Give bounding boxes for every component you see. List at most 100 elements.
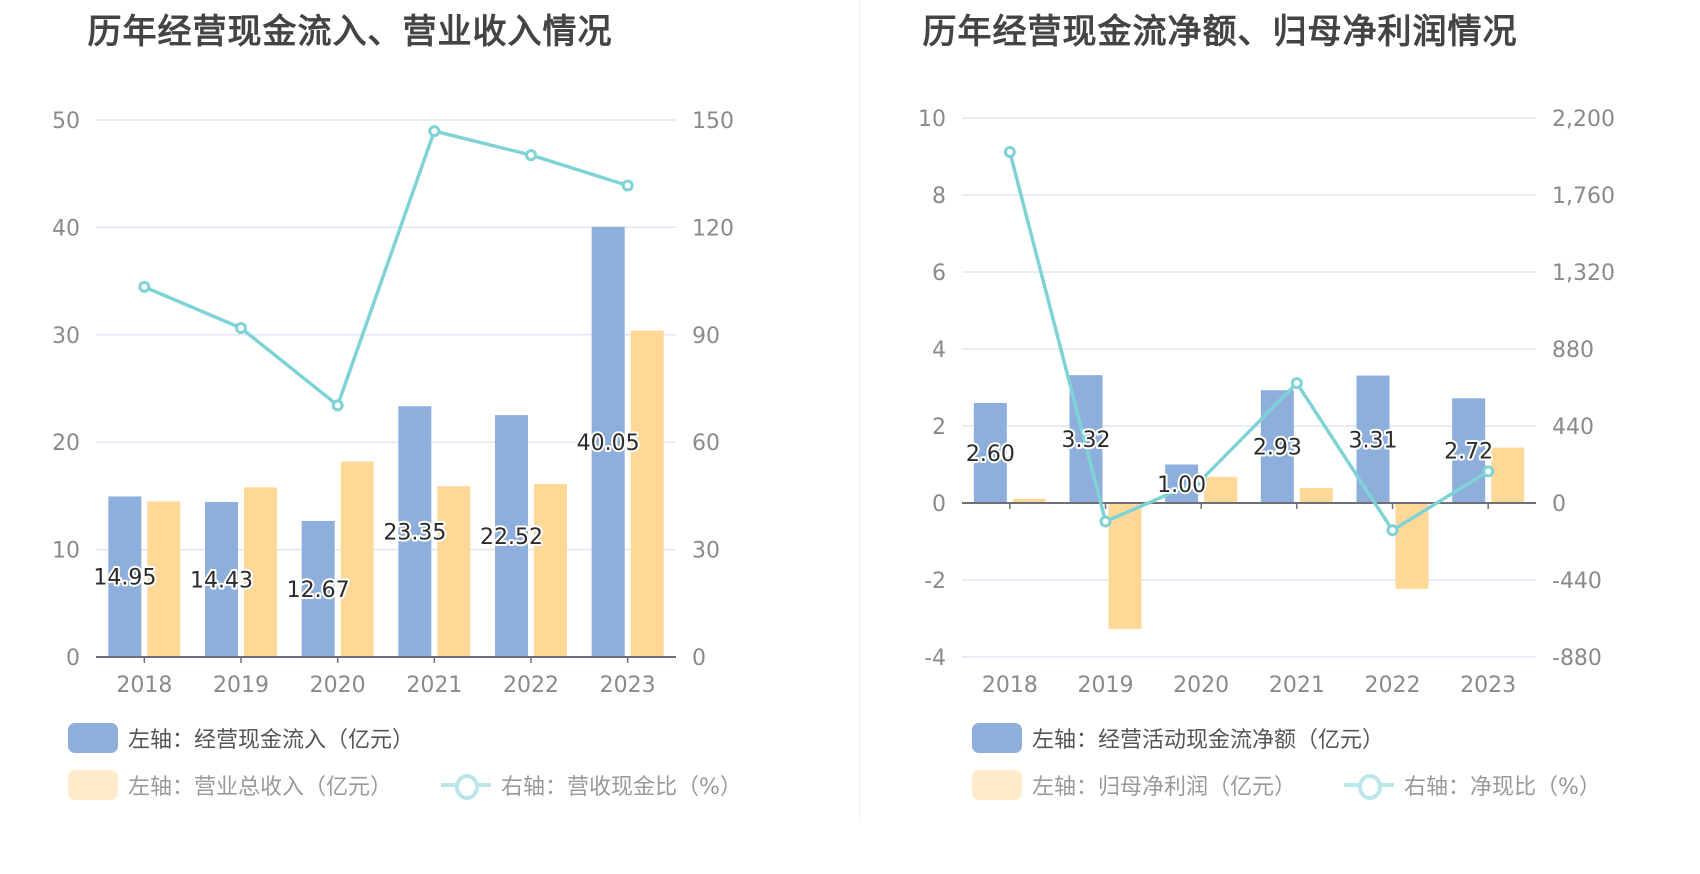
- line-point: [1099, 515, 1112, 528]
- bar-secondary: [1491, 447, 1525, 503]
- legend-item-revenue[interactable]: 左轴：营业总收入（亿元）: [68, 769, 392, 801]
- bar-primary: [1069, 375, 1103, 503]
- x-axis-label: 2021: [406, 673, 462, 698]
- right-axis-tick-label: 60: [692, 431, 720, 456]
- left-axis-tick-label: 20: [52, 431, 80, 456]
- right-axis-tick-label: 2,200: [1552, 107, 1615, 132]
- bar-primary: [301, 520, 335, 657]
- x-axis-label: 2023: [1460, 673, 1516, 698]
- x-axis-label: 2018: [982, 673, 1038, 698]
- line-point: [428, 125, 441, 138]
- legend-item-cash-inflow[interactable]: 左轴：经营现金流入（亿元）: [68, 722, 414, 754]
- line-point: [1290, 377, 1303, 390]
- bar-data-label: 1.00: [1157, 473, 1206, 498]
- right-axis-tick-label: 880: [1552, 338, 1594, 363]
- x-axis-label: 2019: [1078, 673, 1134, 698]
- bar-primary: [108, 496, 142, 657]
- line-point: [525, 149, 537, 162]
- chart-cash-inflow-revenue: 0 0 10 30 20 60 30 90 40 120 50 150 2018 2019 2020 2021…: [52, 109, 734, 698]
- legend-item-net-cash[interactable]: 左轴：经营活动现金流净额（亿元）: [972, 722, 1384, 754]
- left-axis-tick-label: -2: [924, 569, 946, 594]
- legend-label: 右轴：营收现金比（%）: [501, 775, 742, 800]
- bar-secondary: [1012, 498, 1046, 503]
- legend-label: 右轴：净现比（%）: [1404, 775, 1601, 800]
- bar-data-label: 3.32: [1062, 428, 1111, 453]
- bar-secondary: [147, 501, 181, 657]
- left-axis-tick-label: 30: [52, 324, 80, 349]
- left-axis-tick-label: 2: [932, 415, 946, 440]
- bar-data-label: 3.31: [1349, 428, 1398, 453]
- bar-primary: [205, 502, 238, 657]
- right-axis-tick-label: -440: [1552, 569, 1602, 594]
- chart-title: 历年经营现金流净额、归母净利润情况: [922, 12, 1518, 52]
- x-axis-label: 2020: [1173, 673, 1229, 698]
- x-axis-label: 2023: [600, 673, 656, 698]
- line-point: [138, 280, 151, 293]
- right-axis-tick-label: 440: [1552, 415, 1594, 440]
- right-axis-tick-label: 120: [692, 216, 734, 241]
- chart-panel-net-cash: 历年经营现金流净额、归母净利润情况 -4 -880 -2 -440 0 0 2 440 4 880…: [850, 0, 1700, 874]
- x-axis-label: 2020: [310, 673, 366, 698]
- left-axis-tick-label: 0: [66, 646, 80, 671]
- x-axis-label: 2021: [1269, 673, 1325, 698]
- bar-data-label: 23.35: [383, 521, 446, 546]
- line-series: [143, 129, 629, 409]
- legend-label: 左轴：经营现金流入（亿元）: [128, 728, 415, 753]
- bar-primary: [1260, 390, 1294, 503]
- x-axis-label: 2018: [116, 673, 172, 698]
- legend-label: 左轴：经营活动现金流净额（亿元）: [1032, 728, 1385, 753]
- x-axis-label: 2022: [503, 673, 559, 698]
- bar-primary: [398, 406, 432, 657]
- bar-data-label: 12.67: [287, 578, 350, 603]
- bar-secondary: [1204, 476, 1238, 503]
- left-axis-tick-label: 40: [52, 216, 80, 241]
- x-axis-label: 2019: [213, 673, 269, 698]
- line-point: [235, 321, 247, 334]
- bar-secondary: [437, 486, 471, 657]
- bar-data-label: 40.05: [577, 431, 640, 456]
- right-axis-tick-label: 90: [692, 324, 720, 349]
- legend-line-circle-icon: [1344, 770, 1394, 800]
- bar-secondary: [340, 461, 374, 657]
- bar-secondary: [244, 487, 277, 657]
- bar-primary: [973, 402, 1007, 503]
- left-axis-tick-label: 50: [52, 109, 80, 134]
- right-axis-tick-label: -880: [1552, 646, 1602, 671]
- bar-primary: [591, 226, 625, 657]
- legend-label: 左轴：归母净利润（亿元）: [1032, 775, 1297, 800]
- legend-line-circle-icon: [441, 770, 491, 800]
- bar-data-label: 22.52: [480, 525, 543, 550]
- line-point: [1482, 465, 1495, 478]
- bar-data-label: 2.60: [966, 442, 1015, 467]
- chart-title: 历年经营现金流入、营业收入情况: [87, 12, 613, 52]
- legend-item-revenue-cash-ratio[interactable]: 右轴：营收现金比（%）: [441, 769, 742, 801]
- legend-item-net-cash-ratio[interactable]: 右轴：净现比（%）: [1344, 769, 1601, 801]
- right-axis-tick-label: 1,760: [1552, 184, 1615, 209]
- panel-divider: [859, 0, 860, 818]
- right-axis-tick-label: 0: [692, 646, 706, 671]
- x-axis-label: 2022: [1365, 673, 1421, 698]
- bar-data-label: 14.43: [190, 569, 253, 594]
- bar-secondary: [1108, 503, 1142, 629]
- line-series: [1008, 151, 1490, 533]
- line-point: [1386, 524, 1399, 537]
- left-axis-tick-label: 4: [932, 338, 946, 363]
- legend-swatch-orange: [972, 770, 1022, 800]
- left-axis-tick-label: 6: [932, 261, 946, 286]
- line-point: [1003, 145, 1016, 158]
- line-point: [621, 179, 634, 192]
- right-axis-tick-label: 1,320: [1552, 261, 1615, 286]
- left-axis-tick-label: 10: [52, 539, 80, 564]
- right-axis-tick-label: 30: [692, 539, 720, 564]
- bar-data-label: 2.72: [1444, 440, 1493, 465]
- line-point: [1195, 474, 1208, 487]
- legend-item-net-profit[interactable]: 左轴：归母净利润（亿元）: [972, 769, 1296, 801]
- right-axis-tick-label: 0: [1552, 492, 1566, 517]
- line-point: [331, 399, 344, 412]
- legend-swatch-orange: [68, 770, 118, 800]
- bar-primary: [1452, 398, 1486, 503]
- bar-data-label: 14.95: [93, 566, 156, 591]
- bar-data-label: 2.93: [1253, 436, 1302, 461]
- bar-secondary: [1395, 503, 1429, 589]
- left-axis-tick-label: -4: [924, 646, 946, 671]
